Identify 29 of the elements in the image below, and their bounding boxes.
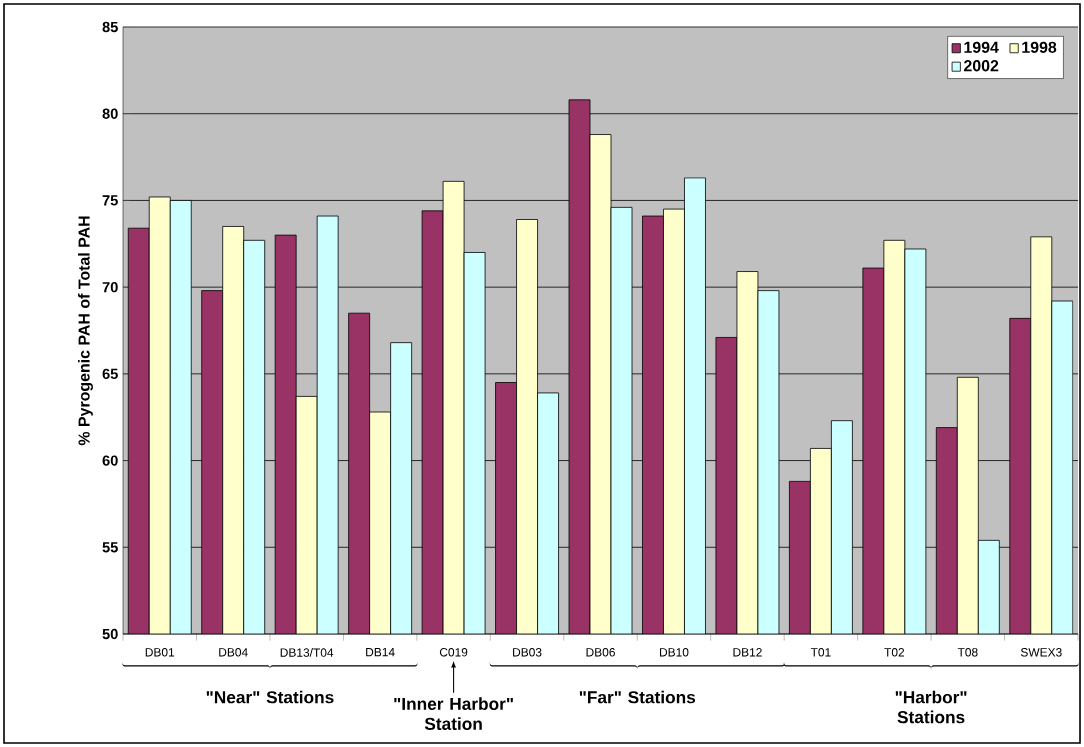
y-tick-label: 80 <box>102 108 118 119</box>
y-tick-label: 85 <box>102 21 118 33</box>
x-tick-label: T01 <box>810 648 831 657</box>
x-tick-label: DB14 <box>366 648 395 657</box>
y-axis-title: % Pyrogenic PAH of Total PAH <box>78 216 93 446</box>
x-tick-label: DB01 <box>145 648 175 657</box>
x-tick-label: C019 <box>439 648 468 657</box>
text: "Far" Stations <box>579 690 696 704</box>
text: "Harbor" Stations <box>895 690 967 724</box>
x-tick-label: DB03 <box>513 648 542 657</box>
x-tick-label: SWEX3 <box>1020 648 1062 657</box>
x-tick-label: DB10 <box>660 648 689 657</box>
text: "Inner Harbor" Station <box>394 697 513 730</box>
y-tick-label: 70 <box>102 281 118 293</box>
x-tick-label: DB04 <box>219 648 248 657</box>
text: "Near" Stations <box>206 690 334 704</box>
y-tick-label: 60 <box>102 455 118 466</box>
x-tick-label: T08 <box>957 648 978 657</box>
legend-label: 1994 <box>964 41 999 53</box>
x-tick-label: DB13/T04 <box>280 648 334 657</box>
y-tick-label: 65 <box>102 368 118 380</box>
x-tick-label: T02 <box>884 648 905 657</box>
x-tick-label: DB12 <box>733 648 762 657</box>
legend-label: 2002 <box>964 60 999 72</box>
legend-label: 1998 <box>1022 41 1057 53</box>
y-tick-label: 75 <box>102 195 118 206</box>
y-tick-label: 50 <box>102 628 118 640</box>
y-tick-label: 55 <box>102 542 118 553</box>
x-tick-label: DB06 <box>586 648 615 657</box>
